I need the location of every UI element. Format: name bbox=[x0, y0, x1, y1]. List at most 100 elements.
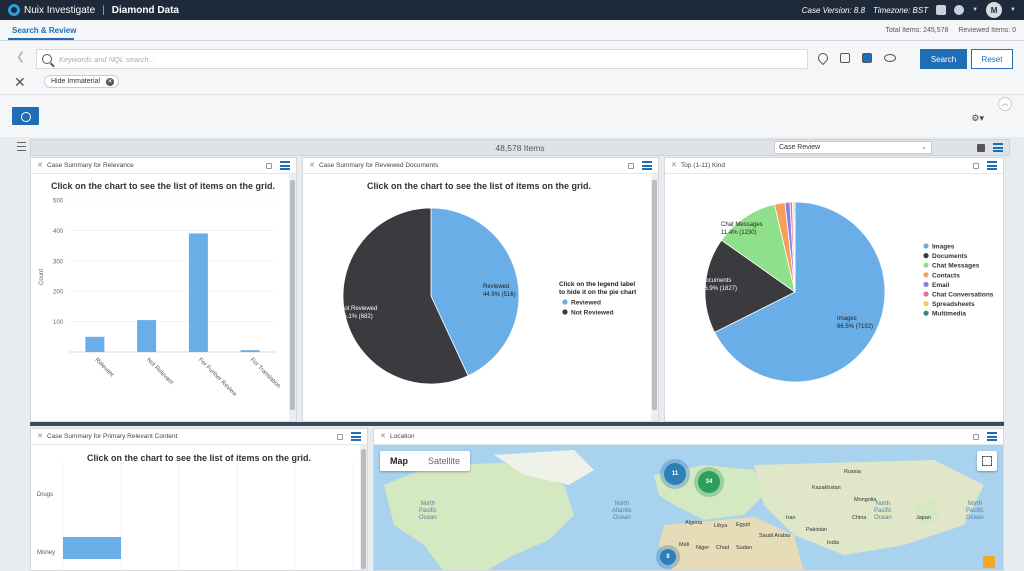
relevance-bar-chart[interactable]: 500 400 300 200 100 Count Relevant Not Relevant… bbox=[31, 182, 281, 422]
lock-icon[interactable] bbox=[973, 163, 979, 169]
close-icon[interactable]: ✕ bbox=[380, 433, 386, 440]
lock-icon[interactable] bbox=[628, 163, 634, 169]
bar[interactable] bbox=[240, 350, 260, 352]
dashboard-button[interactable] bbox=[12, 107, 39, 125]
reset-button[interactable]: Reset bbox=[971, 49, 1013, 69]
collapse-icon[interactable]: ︿ bbox=[998, 97, 1012, 111]
clear-filters-icon[interactable]: ✕ bbox=[14, 74, 26, 90]
legend-label[interactable]: Images bbox=[932, 244, 955, 251]
pie-data-label: 16.9% (1827) bbox=[701, 286, 737, 292]
scrollbar[interactable] bbox=[651, 174, 658, 421]
tab-map[interactable]: Map bbox=[390, 456, 408, 466]
lock-icon[interactable] bbox=[266, 163, 272, 169]
timezone: Timezone: BST bbox=[873, 5, 929, 15]
legend-marker bbox=[923, 253, 929, 259]
grid-settings-icon[interactable] bbox=[17, 142, 26, 151]
y-tick-label: 200 bbox=[53, 290, 64, 296]
save-icon[interactable] bbox=[977, 144, 985, 152]
panel-menu-icon[interactable] bbox=[987, 432, 997, 441]
avatar[interactable]: M bbox=[986, 2, 1003, 18]
country-label: India bbox=[827, 540, 839, 546]
filter-chip[interactable]: Hide Immaterial ✕ bbox=[44, 75, 120, 88]
search-input[interactable] bbox=[59, 50, 799, 68]
legend-label[interactable]: Chat Messages bbox=[932, 263, 980, 270]
legend-label[interactable]: Documents bbox=[932, 253, 968, 260]
pie-slice[interactable] bbox=[720, 203, 796, 293]
tab-satellite[interactable]: Satellite bbox=[428, 456, 461, 466]
panel-menu-icon[interactable] bbox=[642, 161, 652, 170]
bar[interactable] bbox=[188, 233, 208, 352]
map-cluster-marker[interactable]: 8 bbox=[660, 549, 676, 565]
country-label: Mongolia bbox=[854, 497, 877, 503]
panel-menu-icon[interactable] bbox=[351, 432, 361, 441]
panel-primary-content: ✕ Case Summary for Primary Relevant Cont… bbox=[30, 428, 368, 571]
bar[interactable] bbox=[137, 320, 157, 352]
legend-label[interactable]: Multimedia bbox=[932, 311, 966, 318]
map-cluster-marker[interactable]: 11 bbox=[664, 463, 686, 485]
grid-menu-icon[interactable] bbox=[993, 143, 1003, 152]
help-icon[interactable] bbox=[954, 5, 965, 15]
pie-data-label: 55.1% (682) bbox=[340, 314, 373, 320]
briefcase-icon[interactable] bbox=[936, 5, 947, 15]
user-menu-chevron-icon[interactable]: ▼ bbox=[1010, 7, 1016, 13]
search-tools bbox=[815, 50, 896, 66]
scrollbar-thumb[interactable] bbox=[290, 180, 295, 410]
kind-pie-chart[interactable]: Images 66.5% (7192) Documents 16.9% (1827) C… bbox=[665, 182, 1004, 422]
scrollbar-thumb[interactable] bbox=[652, 180, 657, 410]
pie-slice[interactable] bbox=[430, 207, 520, 377]
legend-label[interactable]: Chat Conversations bbox=[932, 292, 994, 299]
eye-icon[interactable] bbox=[884, 54, 896, 62]
saved-search-icon[interactable] bbox=[862, 53, 872, 63]
pie-data-label: Chat Messages bbox=[721, 222, 763, 228]
app-title: Nuix Investigate bbox=[24, 4, 96, 16]
top-bar: Nuix Investigate | Diamond Data Case Ver… bbox=[0, 0, 1024, 20]
calendar-icon[interactable] bbox=[840, 53, 850, 63]
panel-reviewed: ✕ Case Summary for Reviewed Documents Cl… bbox=[302, 157, 659, 422]
legend-label[interactable]: Contacts bbox=[932, 272, 960, 279]
map-cluster-marker[interactable]: 34 bbox=[698, 471, 720, 493]
location-pin-icon[interactable] bbox=[815, 50, 831, 66]
scrollbar-thumb[interactable] bbox=[361, 449, 366, 569]
street-view-pegman-icon[interactable] bbox=[983, 556, 995, 568]
panel-menu-icon[interactable] bbox=[987, 161, 997, 170]
reviewed-pie-chart[interactable]: Reviewed 44.9% (516) Not Reviewed 55.1% (68… bbox=[303, 182, 643, 422]
legend-label[interactable]: Email bbox=[932, 282, 950, 289]
close-icon[interactable]: ✕ bbox=[37, 433, 43, 440]
country-label: Egypt bbox=[736, 522, 751, 528]
fullscreen-icon[interactable] bbox=[977, 451, 997, 471]
remove-chip-icon[interactable]: ✕ bbox=[106, 78, 115, 86]
scrollbar[interactable] bbox=[360, 445, 367, 570]
close-icon[interactable]: ✕ bbox=[37, 162, 43, 169]
legend-label[interactable]: Reviewed bbox=[571, 300, 601, 307]
pie-slice[interactable] bbox=[704, 239, 796, 333]
legend-label[interactable]: Spreadsheets bbox=[932, 301, 975, 308]
country-label: Libya bbox=[714, 523, 728, 529]
pie-slice[interactable] bbox=[793, 201, 796, 293]
primary-content-bar-chart[interactable]: Drugs Money bbox=[31, 463, 361, 571]
pie-slice[interactable] bbox=[342, 207, 469, 385]
location-map[interactable]: North Pacific Ocean North Atlantic Ocean Nor… bbox=[374, 445, 1003, 570]
legend-marker bbox=[562, 309, 568, 315]
chevron-down-icon[interactable]: ▼ bbox=[972, 7, 979, 13]
country-label: Algeria bbox=[685, 520, 703, 526]
panel-divider bbox=[30, 422, 1004, 426]
country-label: Mali bbox=[679, 542, 690, 548]
tools-dropdown-icon[interactable]: ⚙▾ bbox=[971, 113, 984, 123]
bar[interactable] bbox=[85, 336, 105, 352]
legend-label[interactable]: Not Reviewed bbox=[571, 310, 614, 317]
scrollbar[interactable] bbox=[289, 174, 296, 421]
lock-icon[interactable] bbox=[337, 434, 343, 440]
view-select[interactable]: Case Review ⌄ bbox=[774, 141, 932, 154]
tab-active-indicator bbox=[8, 38, 74, 40]
tab-search-review[interactable]: Search & Review bbox=[12, 26, 77, 35]
panel-header: ✕ Top (1-11) Kind bbox=[665, 158, 1003, 174]
back-arrow-icon[interactable]: ❮ bbox=[16, 51, 26, 63]
close-icon[interactable]: ✕ bbox=[309, 162, 315, 169]
search-button[interactable]: Search bbox=[920, 49, 967, 69]
lock-icon[interactable] bbox=[973, 434, 979, 440]
pie-slice[interactable] bbox=[714, 201, 886, 383]
panel-menu-icon[interactable] bbox=[280, 161, 290, 170]
ocean-label-north-pacific-far: North Pacific Ocean bbox=[966, 501, 984, 521]
bar[interactable] bbox=[63, 537, 121, 559]
close-icon[interactable]: ✕ bbox=[671, 162, 677, 169]
